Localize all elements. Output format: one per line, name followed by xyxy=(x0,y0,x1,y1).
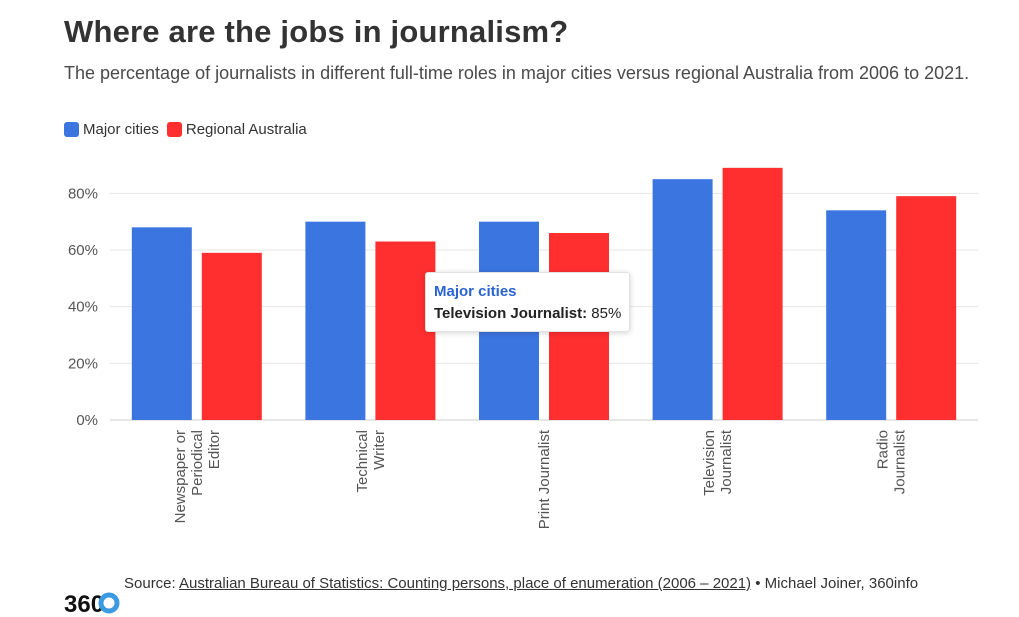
bar-chart: 0% 20% 40% 60% 80% Newspaper orPeriodicalEdit… xyxy=(68,167,978,529)
source-prefix: Source: xyxy=(124,575,176,592)
bar[interactable] xyxy=(652,179,713,420)
x-tick-label-line: Radio xyxy=(875,430,892,469)
x-tick-label: TelevisionJournalist xyxy=(701,429,735,496)
legend-swatch-major-cities xyxy=(64,122,79,137)
x-tick-label-line: Newspaper or xyxy=(172,430,189,523)
svg-text:360: 360 xyxy=(64,591,104,616)
legend: Major cities Regional Australia xyxy=(64,121,307,138)
x-tick-label-line: Writer xyxy=(371,430,388,470)
source-footer: Source: Australian Bureau of Statistics:… xyxy=(124,573,984,594)
source-credit: • Michael Joiner, 360info xyxy=(755,575,919,592)
x-tick-label-line: Television xyxy=(701,430,718,496)
chart-tooltip: Major cities Television Journalist: 85% xyxy=(425,272,631,332)
legend-item-regional-australia[interactable]: Regional Australia xyxy=(166,121,307,138)
y-tick-label: 80% xyxy=(68,185,98,202)
x-tick-label-line: Journalist xyxy=(892,429,909,494)
x-tick-label-line: Journalist xyxy=(718,429,735,494)
bar[interactable] xyxy=(201,252,262,420)
y-tick-label: 60% xyxy=(68,242,98,259)
legend-swatch-regional-australia xyxy=(166,122,182,137)
x-tick-label: TechnicalWriter xyxy=(354,430,388,493)
tooltip-value: 85% xyxy=(591,305,622,322)
bar[interactable] xyxy=(826,210,887,420)
legend-label-major-cities: Major cities xyxy=(83,121,159,138)
tooltip-category: Television Journalist: xyxy=(434,305,588,322)
x-tick-label-line: Editor xyxy=(206,430,223,469)
logo-360info-icon: 360 xyxy=(64,591,120,616)
x-tick-label: Print Journalist xyxy=(536,429,553,529)
y-tick-label: 40% xyxy=(68,299,98,316)
y-tick-label: 20% xyxy=(68,355,98,372)
bar[interactable] xyxy=(305,221,366,420)
chart-subtitle: The percentage of journalists in differe… xyxy=(64,63,970,83)
legend-label-regional-australia: Regional Australia xyxy=(185,121,307,138)
tooltip-series-name: Major cities xyxy=(434,283,517,300)
x-tick-label-line: Technical xyxy=(354,430,371,493)
x-tick-label: RadioJournalist xyxy=(875,429,909,494)
x-tick-label: Newspaper orPeriodicalEditor xyxy=(172,430,223,523)
bar[interactable] xyxy=(131,227,192,420)
bar[interactable] xyxy=(722,167,783,420)
legend-item-major-cities[interactable]: Major cities xyxy=(64,121,159,138)
source-link[interactable]: Australian Bureau of Statistics: Countin… xyxy=(179,575,752,592)
x-tick-label-line: Periodical xyxy=(189,430,206,496)
y-tick-label: 0% xyxy=(76,412,98,429)
chart-title: Where are the jobs in journalism? xyxy=(64,14,569,49)
bar[interactable] xyxy=(896,196,957,420)
x-tick-label-line: Print Journalist xyxy=(536,429,553,529)
